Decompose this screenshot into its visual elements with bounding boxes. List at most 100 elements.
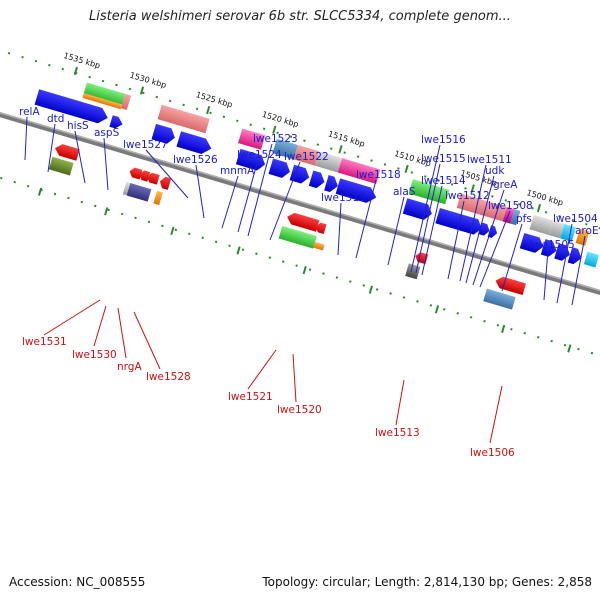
cds-arrow	[567, 247, 582, 265]
gene-label: nrgA	[117, 361, 142, 373]
cds-arrow	[435, 207, 482, 235]
cds-arrow	[109, 115, 123, 129]
gene-block	[456, 193, 507, 222]
gene-block	[272, 138, 298, 160]
gene-block	[510, 209, 521, 226]
cds-arrow	[519, 232, 544, 253]
forward-label-leaders	[24, 116, 586, 306]
gene-block	[575, 228, 590, 246]
gene-label: lwe1505	[530, 239, 575, 251]
gene-label: aroE	[575, 225, 599, 237]
gene-block	[548, 220, 565, 239]
gene-label: lwe1518	[356, 169, 401, 181]
gene-label: udk	[485, 165, 505, 177]
cds-arrow	[289, 164, 310, 184]
reverse-label-leaders	[43, 299, 503, 444]
reverse-arrow	[495, 276, 526, 296]
forward-major-ticks	[73, 66, 542, 213]
gene-label: lwe1514	[421, 175, 466, 187]
map-title: Listeria welshimeri serovar 6b str. SLCC…	[89, 9, 511, 24]
cds-arrow	[335, 178, 377, 203]
gene-block	[126, 182, 152, 202]
cds-arrow	[487, 225, 498, 238]
genome-backbone-highlight	[0, 89, 600, 347]
reverse-arrow	[146, 172, 160, 185]
gene-block	[313, 241, 325, 251]
gene-block	[83, 82, 126, 107]
gene-block	[153, 190, 163, 206]
cds-arrow	[540, 239, 557, 257]
gene-label: dtd	[47, 113, 64, 125]
reverse-arrow	[315, 222, 327, 235]
reverse-gene-labels: lwe1531 lwe1530 nrgA lwe1528 lwe1521 lwe…	[22, 336, 515, 459]
gene-label: greA	[493, 179, 518, 191]
gene-label: lwe1504	[553, 213, 598, 225]
gene-block	[278, 225, 317, 249]
gene-label: lwe1521	[228, 391, 273, 403]
cds-arrow	[324, 174, 338, 193]
gene-label: lwe1519	[321, 192, 366, 204]
gene-block	[238, 128, 266, 150]
gene-label: lwe1527	[123, 139, 168, 151]
gene-block	[122, 181, 131, 196]
forward-gene-blocks	[82, 82, 600, 268]
gene-label: lwe1511	[467, 154, 512, 166]
gene-label: lwe1526	[173, 154, 218, 166]
gene-label: lwe1524	[237, 149, 282, 161]
gene-label: lwe1530	[72, 349, 117, 361]
gene-label: lwe1520	[277, 404, 322, 416]
scale-label: 1525 kbp	[195, 90, 234, 109]
reverse-major-ticks	[37, 187, 572, 353]
gene-label: lwe1516	[421, 134, 466, 146]
scale-label: 1520 kbp	[261, 110, 300, 129]
reverse-arrow	[159, 176, 172, 190]
cds-arrow	[235, 148, 266, 171]
reverse-arrow	[287, 212, 320, 232]
genome-summary-text: Topology: circular; Length: 2,814,130 bp…	[262, 575, 592, 589]
gene-block	[529, 214, 553, 235]
gene-label: lwe1508	[488, 200, 533, 212]
gene-label: mnmA	[220, 165, 255, 177]
gene-block	[293, 145, 320, 166]
scale-label: 1535 kbp	[62, 51, 101, 70]
gene-block	[82, 93, 123, 110]
forward-gene-labels: relA dtd hisS aspS lwe1527 lwe1526 lwe15…	[19, 106, 599, 251]
reverse-arrow	[55, 144, 80, 161]
reverse-arrow	[129, 167, 143, 180]
cds-arrow	[34, 89, 108, 124]
gene-label: alaS	[393, 186, 416, 198]
gene-label: aspS	[94, 127, 120, 139]
cds-arrow	[176, 131, 212, 154]
gene-block	[157, 104, 210, 134]
gene-block	[48, 156, 74, 176]
gene-block	[583, 251, 600, 268]
accession-text: Accession: NC_008555	[9, 575, 146, 589]
gene-label: lwe1513	[375, 427, 420, 439]
forward-scale-line	[0, 32, 600, 290]
reverse-arrow	[139, 170, 151, 182]
gene-block	[405, 263, 421, 280]
cds-arrow	[151, 123, 175, 144]
gene-label: lwe1528	[146, 371, 191, 383]
scale-label: 1515 kbp	[327, 129, 366, 148]
gene-label: lwe1523	[253, 133, 298, 145]
gene-label: lwe1522	[284, 151, 329, 163]
gene-block	[121, 93, 132, 110]
forward-cds-arrows	[34, 89, 582, 265]
gene-block	[483, 288, 516, 310]
scale-label: 1530 kbp	[129, 71, 168, 90]
gene-block	[314, 151, 343, 173]
gene-label: lwe1506	[470, 447, 515, 459]
cds-arrow	[268, 158, 290, 178]
gene-label: lwe1515	[421, 153, 466, 165]
cds-arrow	[308, 170, 325, 189]
gene-label: hisS	[67, 120, 89, 132]
reverse-gene-features	[48, 144, 526, 310]
gene-block	[337, 158, 381, 184]
gene-block	[560, 223, 576, 242]
reverse-scale-line	[0, 149, 600, 407]
gene-label: lwe1531	[22, 336, 67, 348]
gene-label: relA	[19, 106, 40, 118]
